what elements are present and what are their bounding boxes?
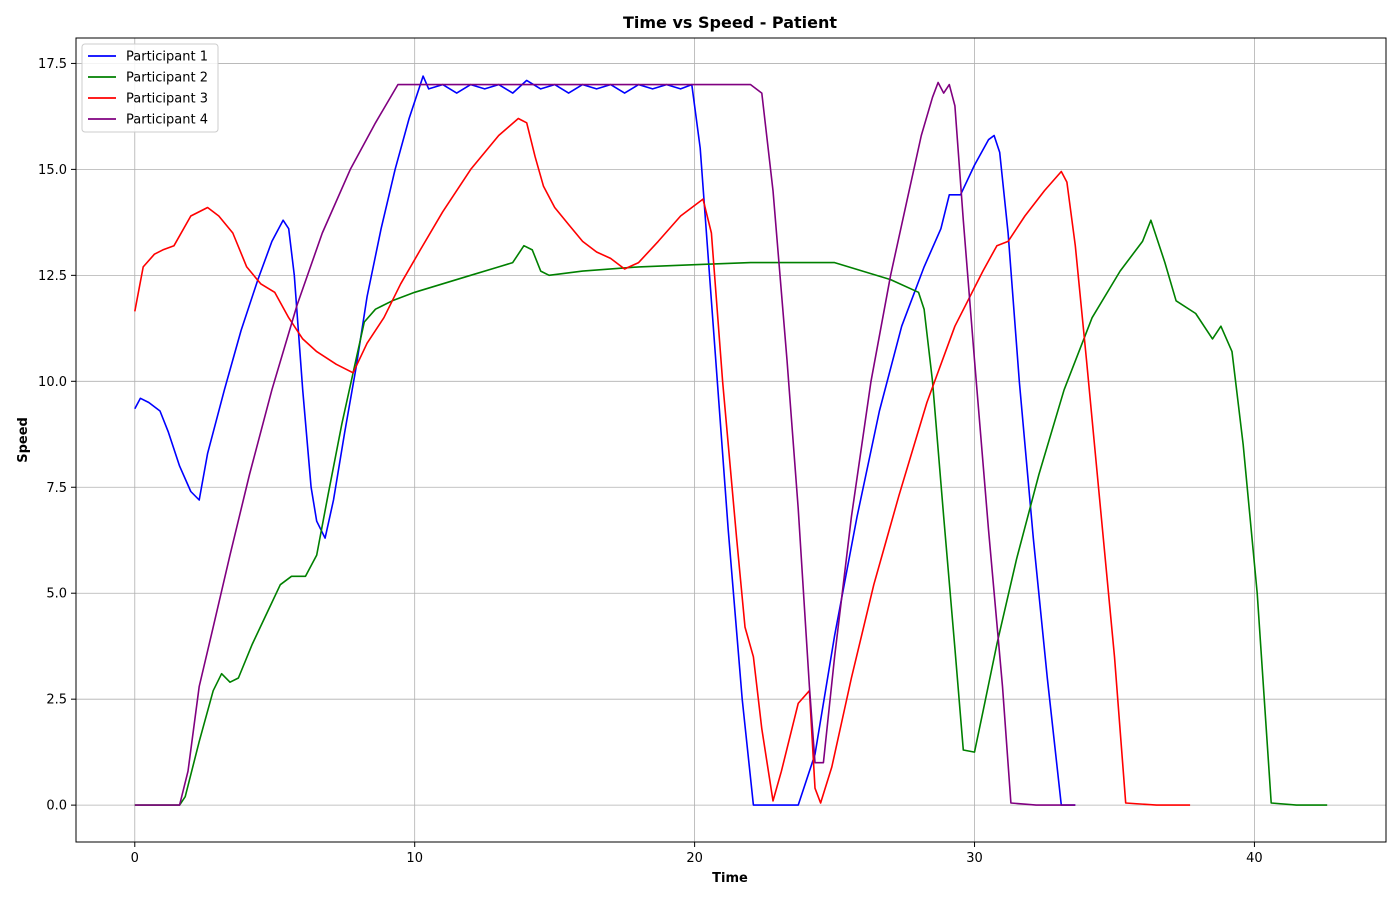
y-tick-label: 17.5 — [38, 57, 67, 72]
legend-entries: Participant 1 Participant 2 Participant 3 P… — [88, 50, 208, 128]
x-tick-label: 0 — [131, 851, 139, 866]
x-tick-label: 10 — [406, 851, 423, 866]
x-tick-label: 20 — [686, 851, 703, 866]
series-line-participant-1 — [134, 75, 1076, 806]
y-tick-label: 2.5 — [46, 693, 67, 708]
series-line-participant-4 — [134, 81, 1076, 806]
series-line-participant-2 — [134, 219, 1328, 806]
y-tick-label: 0.0 — [46, 799, 67, 814]
x-tick-label: 40 — [1246, 851, 1263, 866]
legend-box — [81, 43, 219, 133]
y-tick-label: 10.0 — [38, 375, 67, 390]
x-axis-label: Time — [712, 871, 748, 886]
y-tick-label: 7.5 — [46, 481, 67, 496]
plot-frame — [75, 37, 1387, 843]
legend-label-participant-1: Participant 1 — [126, 50, 208, 65]
legend: Participant 1 Participant 2 Participant 3 P… — [81, 43, 219, 133]
legend-label-participant-2: Participant 2 — [126, 71, 208, 86]
series-line-participant-3 — [134, 117, 1191, 806]
y-tick-label: 15.0 — [38, 163, 67, 178]
legend-label-participant-3: Participant 3 — [126, 92, 208, 107]
y-tick-label: 12.5 — [38, 269, 67, 284]
y-tick-label: 5.0 — [46, 587, 67, 602]
y-axis-label: Speed — [16, 417, 31, 463]
axis-ticks: 0 10 20 30 40 0.0 2.5 5.0 7.5 10.0 12.5 15.0 17.5 — [38, 57, 1263, 866]
legend-label-participant-4: Participant 4 — [126, 113, 208, 128]
x-tick-label: 30 — [966, 851, 983, 866]
series-lines — [134, 75, 1328, 806]
chart-title: Time vs Speed - Patient — [623, 13, 837, 32]
